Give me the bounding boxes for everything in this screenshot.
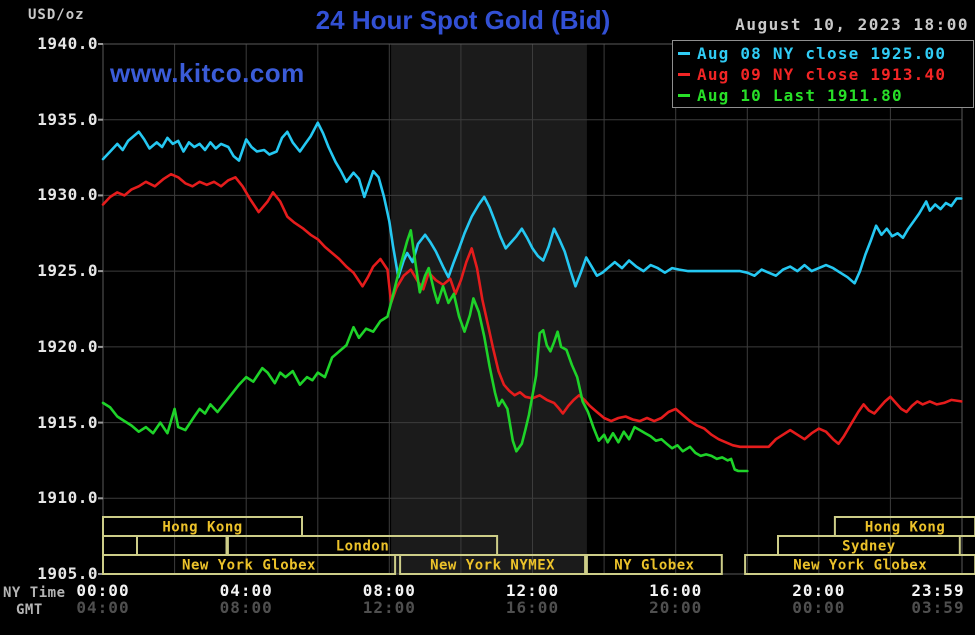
legend-label: Aug 09 NY close 1913.40: [697, 65, 947, 84]
legend-dash-icon: [678, 94, 690, 97]
session-box-new-york-globex: [102, 554, 397, 575]
session-label: New York Globex: [182, 558, 316, 574]
x-tick-ny: 12:00: [505, 581, 560, 600]
x-tick-gmt: 20:00: [649, 598, 703, 617]
session-box: [102, 535, 138, 556]
legend-item-aug09: Aug 09 NY close 1913.40: [678, 64, 973, 85]
x-axis-gmt-label: GMT: [16, 602, 43, 618]
x-tick-gmt: 03:59: [911, 598, 965, 617]
x-tick-ny: 23:59: [911, 581, 965, 600]
session-label: New York Globex: [793, 558, 927, 574]
legend-dash-icon: [678, 52, 690, 55]
y-axis-label: 1910.0: [37, 488, 98, 508]
series-line-aug-09-ny-close: [101, 172, 963, 449]
session-box-new-york-globex: [744, 554, 975, 575]
series-line-aug-10-last: [101, 229, 749, 473]
y-axis-label: 1905.0: [37, 564, 98, 583]
x-tick-ny: 00:00: [76, 581, 130, 600]
y-axis-label: 1940.0: [37, 34, 98, 53]
x-tick-ny: 04:00: [219, 581, 273, 600]
y-axis-label: 1925.0: [37, 261, 98, 281]
session-box-ny-globex: [585, 554, 723, 575]
session-label: Sydney: [842, 539, 896, 555]
y-axis-label: 1930.0: [37, 185, 98, 205]
legend: Aug 08 NY close 1925.00 Aug 09 NY close …: [672, 40, 974, 108]
legend-label: Aug 10 Last 1911.80: [697, 86, 903, 105]
session-label: Hong Kong: [162, 520, 242, 536]
kitco-watermark: www.kitco.com: [110, 58, 305, 88]
x-tick-ny: 16:00: [649, 581, 703, 600]
x-tick-gmt: 08:00: [219, 598, 273, 617]
session-label: NY Globex: [614, 558, 694, 574]
session-box-new-york-nymex: [399, 554, 587, 575]
x-axis-ny-time-label: NY Time: [3, 585, 66, 601]
series-line-aug-08-ny-close: [101, 121, 963, 288]
legend-dash-icon: [678, 73, 690, 76]
page-title: 24 Hour Spot Gold (Bid): [315, 5, 611, 35]
session-label: London: [336, 539, 390, 555]
nymex-session-band: [391, 44, 587, 574]
y-axis-unit-label: USD/oz: [28, 7, 85, 23]
x-tick-gmt: 04:00: [76, 598, 130, 617]
session-label: Hong Kong: [865, 520, 945, 536]
x-tick-gmt: 00:00: [792, 598, 846, 617]
y-axis-label: 1935.0: [37, 109, 98, 129]
x-tick-ny: 20:00: [792, 581, 846, 600]
session-box: [136, 535, 228, 556]
legend-item-aug10: Aug 10 Last 1911.80: [678, 85, 973, 106]
session-label: New York NYMEX: [430, 558, 555, 574]
y-axis-label: 1920.0: [37, 336, 98, 356]
legend-label: Aug 08 NY close 1925.00: [697, 44, 947, 63]
x-tick-gmt: 12:00: [362, 598, 416, 617]
x-tick-ny: 08:00: [362, 581, 416, 600]
x-tick-gmt: 16:00: [505, 598, 560, 617]
y-axis-label: 1915.0: [37, 412, 98, 432]
legend-item-aug08: Aug 08 NY close 1925.00: [678, 43, 973, 64]
chart-date-label: August 10, 2023 18:00: [735, 15, 969, 34]
